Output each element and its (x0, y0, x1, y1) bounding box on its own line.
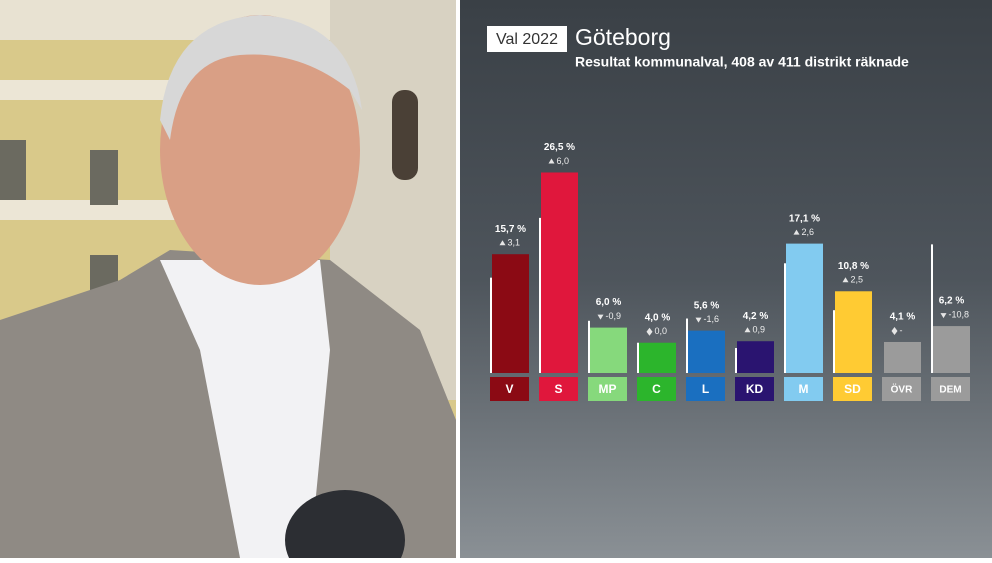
change-arrow (499, 240, 506, 246)
chart-title: Göteborg (575, 24, 671, 50)
bar (737, 341, 774, 373)
label: Val 2022 (496, 31, 558, 48)
change-label: 3,1 (508, 238, 521, 248)
change-arrow (940, 313, 947, 319)
change-arrow (891, 326, 898, 335)
bar (639, 342, 676, 373)
change-arrow (646, 327, 653, 336)
x-tick-label: SD (844, 382, 861, 396)
change-arrow (597, 314, 604, 320)
party-box (784, 377, 823, 401)
party-box (833, 377, 872, 401)
party-box (931, 377, 970, 401)
value-label: 5,6 % (694, 300, 720, 311)
value-label: 17,1 % (789, 213, 820, 224)
bar (688, 330, 725, 373)
bar (492, 254, 529, 373)
x-tick-label: C (652, 382, 661, 396)
party-box (539, 377, 578, 401)
value-label: 26,5 % (544, 142, 575, 153)
bar (590, 327, 627, 373)
previous-bar (931, 244, 933, 373)
party-box (637, 377, 676, 401)
change-label: 2,5 (851, 275, 864, 285)
previous-bar (539, 217, 541, 373)
x-tick-label: MP (599, 382, 617, 396)
bar (786, 243, 823, 373)
change-arrow (744, 327, 751, 333)
change-label: - (900, 325, 903, 335)
x-tick-label: DEM (939, 385, 961, 396)
value-label: 10,8 % (838, 261, 869, 272)
previous-bar (637, 342, 639, 373)
change-label: 0,9 (753, 325, 766, 335)
value-label: 15,7 % (495, 224, 526, 235)
change-label: -10,8 (949, 309, 970, 319)
change-label: -0,9 (606, 311, 622, 321)
bar (933, 326, 970, 373)
change-arrow (695, 317, 702, 323)
change-arrow (548, 158, 555, 164)
party-box (588, 377, 627, 401)
change-label: 6,0 (557, 156, 570, 166)
party-box (882, 377, 921, 401)
previous-bar (735, 348, 737, 373)
value-label: 6,2 % (939, 296, 965, 307)
x-tick-label: KD (746, 382, 764, 396)
previous-bar (784, 263, 786, 373)
bar (884, 341, 921, 373)
value-label: 6,0 % (596, 297, 622, 308)
previous-bar (490, 277, 492, 373)
value-label: 4,1 % (890, 312, 916, 323)
previous-bar (588, 320, 590, 373)
x-tick-label: M (799, 382, 809, 396)
party-box (735, 377, 774, 401)
value-label: 4,2 % (743, 311, 769, 322)
x-tick-label: L (702, 382, 709, 396)
change-arrow (842, 277, 849, 283)
value-label: 4,0 % (645, 312, 671, 323)
previous-bar (686, 318, 688, 373)
x-tick-label: S (554, 382, 562, 396)
photo (0, 0, 456, 563)
label-box (487, 26, 567, 52)
change-label: 0,0 (655, 326, 668, 336)
divider (456, 0, 460, 558)
previous-bar (833, 310, 835, 373)
party-box (490, 377, 529, 401)
bar (541, 172, 578, 373)
change-arrow (793, 229, 800, 235)
chart-subtitle: Resultat kommunalval, 408 av 411 distrik… (575, 54, 909, 70)
x-tick-label: ÖVR (891, 383, 913, 396)
party-box (686, 377, 725, 401)
change-label: 2,6 (802, 227, 815, 237)
change-label: -1,6 (704, 314, 720, 324)
x-tick-label: V (505, 382, 513, 396)
bar (835, 291, 872, 373)
